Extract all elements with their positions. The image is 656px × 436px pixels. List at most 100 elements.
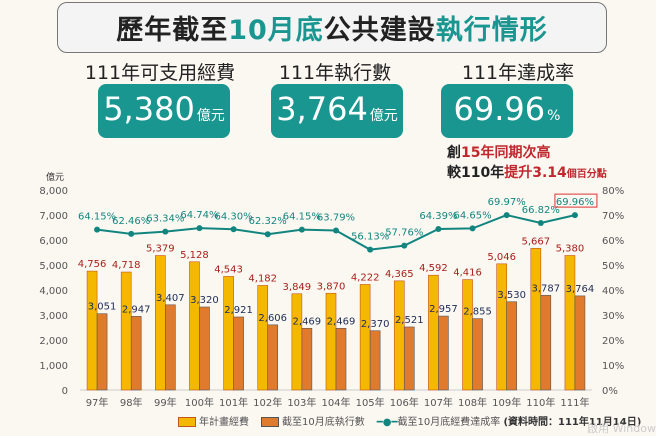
data-label-budget: 4,182 — [248, 273, 277, 284]
legend-label: 截至10月底執行數 — [282, 417, 365, 428]
data-label-executed: 2,370 — [361, 319, 390, 330]
data-label-rate: 56.13% — [351, 232, 389, 243]
x-tick-label: 102年 — [253, 396, 282, 409]
data-label-rate: 66.82% — [522, 205, 560, 216]
rate-point — [230, 226, 237, 233]
data-label-executed: 2,957 — [429, 304, 458, 315]
x-tick-label: 99年 — [154, 396, 177, 409]
data-label-executed: 2,469 — [293, 316, 322, 327]
x-tick-label: 109年 — [492, 396, 521, 409]
bar-budget — [257, 285, 269, 391]
y-tick-label: 8,000 — [39, 186, 68, 197]
y2-tick-label: 20% — [602, 336, 624, 347]
data-label-budget: 5,046 — [487, 252, 516, 263]
rate-point — [571, 212, 578, 219]
data-label-executed: 2,921 — [224, 305, 253, 316]
x-tick-label: 111年 — [560, 396, 589, 409]
bar-executed — [506, 301, 517, 391]
rate-point — [469, 225, 476, 232]
kpi-unit: 億元 — [196, 108, 225, 124]
y2-tick-label: 0% — [602, 386, 618, 397]
data-label-rate: 63.34% — [146, 214, 184, 225]
data-label-executed: 3,407 — [156, 293, 185, 304]
note-highlight: 個百分點 — [566, 169, 607, 180]
rate-point — [401, 242, 408, 249]
kpi-box-executed: 3,764 億元 — [271, 84, 403, 138]
note-highlight: 提升3.14 — [504, 165, 567, 181]
data-label-executed: 3,530 — [497, 290, 526, 301]
title-part: 歷年截至 — [116, 15, 229, 46]
y-tick-label: 5,000 — [39, 261, 68, 272]
legend-item-budget: 年計畫經費 — [178, 413, 249, 428]
page-title: 歷年截至 10月底 公共建設 執行情形 — [57, 2, 607, 53]
legend: 年計畫經費 截至10月底執行數 ━●━截至10月底經費達成率 (資料時間：111… — [178, 413, 641, 428]
bar-budget — [564, 255, 576, 391]
y-tick-label: 0 — [62, 386, 68, 397]
bar-budget — [86, 270, 98, 391]
data-label-budget: 4,592 — [419, 263, 448, 274]
note-line-2: 較110年提升3.14個百分點 — [447, 162, 607, 182]
bar-executed — [301, 327, 313, 391]
data-label-rate: 64.39% — [419, 211, 457, 222]
y2-tick-label: 50% — [602, 261, 624, 272]
x-tick-label: 105年 — [356, 396, 385, 409]
y-tick-label: 7,000 — [39, 211, 68, 222]
data-label-executed: 3,051 — [88, 302, 117, 313]
bar-executed — [199, 306, 210, 391]
rate-point — [298, 226, 305, 233]
bar-budget — [223, 276, 234, 391]
rate-point — [94, 226, 101, 233]
x-tick-label: 106年 — [390, 396, 419, 409]
rate-point — [196, 225, 203, 232]
kpi-box-budget: 5,380 億元 — [98, 84, 230, 138]
bar-budget — [120, 271, 132, 391]
kpi-unit: % — [547, 108, 561, 124]
x-tick-label: 103年 — [287, 396, 316, 409]
y2-tick-label: 60% — [602, 236, 624, 247]
data-label-budget: 3,870 — [317, 281, 346, 292]
bar-budget — [359, 284, 371, 391]
data-label-budget: 5,380 — [556, 244, 585, 255]
bar-executed — [96, 313, 108, 391]
data-label-executed: 2,606 — [258, 313, 287, 324]
kpi-value: 3,764 — [276, 90, 368, 128]
data-label-budget: 4,416 — [453, 268, 482, 279]
bar-executed — [540, 295, 552, 391]
x-tick-label: 110年 — [526, 396, 555, 409]
kpi-label-budget: 111年可支用經費 — [84, 62, 236, 84]
data-label-rate: 64.15% — [283, 212, 321, 223]
x-tick-label: 107年 — [424, 396, 453, 409]
rate-line — [96, 214, 576, 251]
rate-point — [333, 227, 339, 234]
data-label-rate: 69.97% — [488, 197, 526, 208]
legend-label: 截至10月底經費達成率 — [397, 417, 501, 428]
data-label-rate: 57.76% — [385, 228, 423, 239]
data-label-budget: 5,128 — [180, 250, 209, 261]
bar-executed — [130, 316, 142, 391]
data-label-rate: 63.79% — [317, 213, 355, 224]
x-tick-label: 108年 — [458, 396, 487, 409]
bar-budget — [155, 255, 166, 391]
rate-point — [503, 212, 510, 219]
data-label-rate: 62.46% — [112, 216, 150, 227]
data-label-executed: 2,947 — [122, 304, 151, 315]
legend-item-executed: 截至10月底執行數 — [261, 413, 365, 428]
bar-budget — [496, 263, 507, 391]
data-label-executed: 2,855 — [463, 307, 492, 318]
data-label-executed: 2,521 — [395, 315, 424, 326]
kpi-unit: 億元 — [369, 108, 398, 124]
data-label-rate: 64.74% — [180, 210, 218, 221]
data-label-budget: 3,849 — [283, 282, 312, 293]
title-part: 10月底 — [228, 15, 324, 46]
note-text: 創 — [447, 145, 461, 161]
rate-point — [162, 228, 169, 235]
kpi-label-executed: 111年執行數 — [278, 62, 392, 84]
data-label-rate: 69.96% — [556, 197, 594, 208]
data-label-budget: 4,543 — [214, 264, 243, 275]
y-tick-label: 4,000 — [39, 286, 68, 297]
data-label-rate: 62.32% — [249, 216, 287, 227]
y2-tick-label: 70% — [602, 211, 624, 222]
watermark: 啟用 Window — [587, 422, 656, 435]
x-tick-label: 97年 — [86, 396, 109, 409]
y2-tick-label: 40% — [602, 286, 624, 297]
